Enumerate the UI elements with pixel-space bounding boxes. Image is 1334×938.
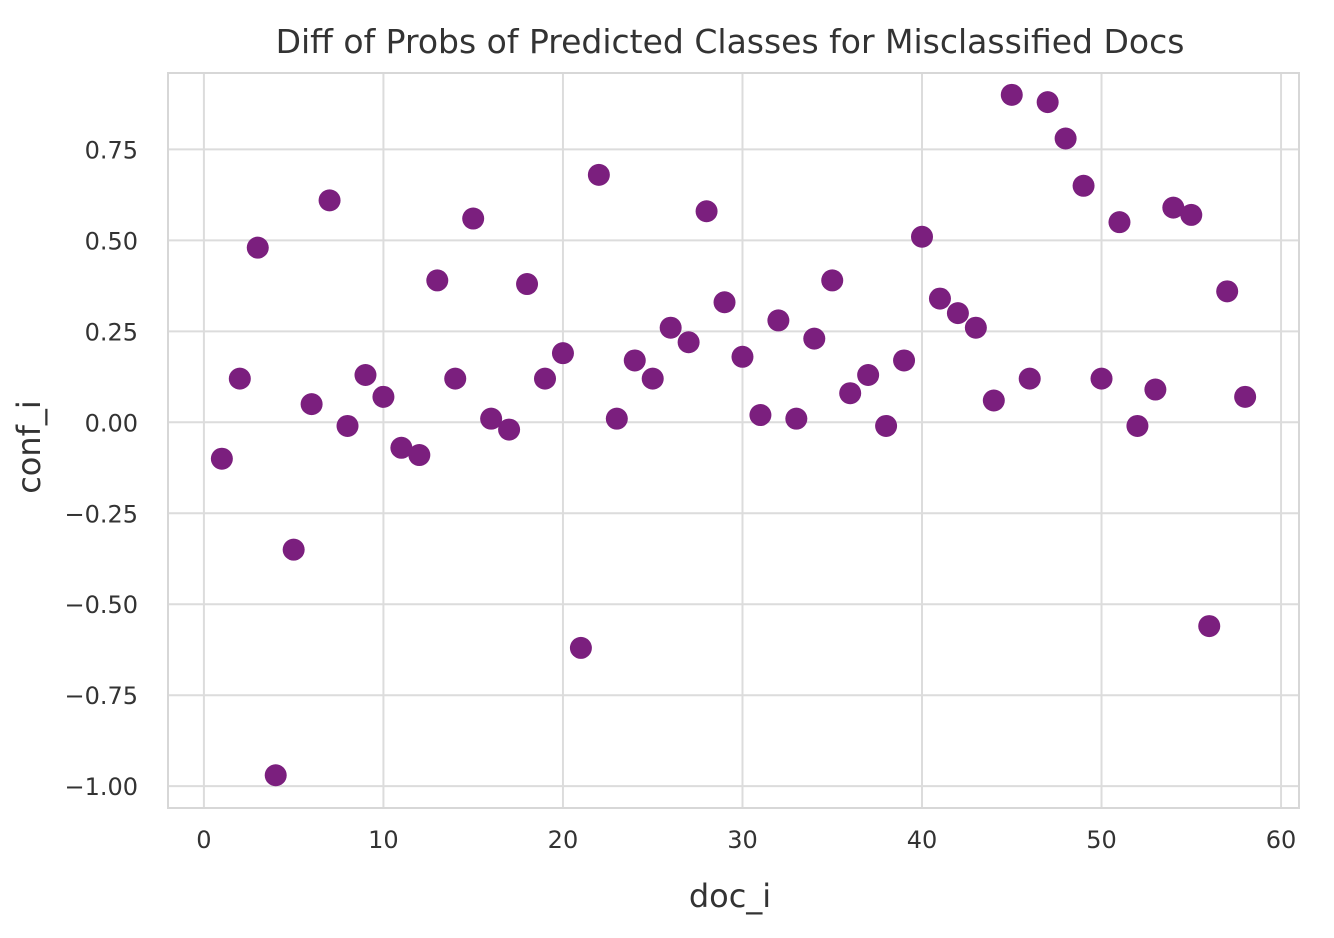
data-point [928,287,951,310]
data-point [534,367,556,390]
x-tick-label: 0 [196,826,211,854]
data-point [1198,615,1221,638]
tick-labels: 0 10 20 30 40 50 60 0.75 0.50 0.25 0.00 −0.25 −0.50 −… [64,136,1296,854]
data-point [354,364,377,387]
data-point [516,273,539,296]
data-point [1072,174,1095,197]
data-point [893,349,916,372]
x-tick-label: 30 [727,826,758,854]
data-points [210,83,1257,787]
data-point [1162,196,1185,219]
data-point [246,236,269,259]
data-point [659,316,682,339]
y-tick-label: −0.75 [64,682,138,710]
data-point [946,302,969,325]
data-point [713,291,736,314]
data-point [462,207,485,230]
data-point [964,316,987,339]
data-point [1144,378,1167,401]
data-point [300,393,323,416]
x-tick-label: 50 [1086,826,1117,854]
data-point [839,382,862,405]
y-axis-label: conf_i [10,400,48,494]
chart-title: Diff of Probs of Predicted Classes for M… [276,22,1185,61]
data-point [318,189,341,212]
y-tick-label: 0.75 [85,136,138,164]
x-tick-label: 60 [1266,826,1297,854]
x-tick-label: 20 [548,826,579,854]
grid-lines [168,73,1299,808]
data-point [587,163,610,186]
data-point [623,349,646,372]
data-point [228,367,251,390]
data-point [551,342,574,365]
y-tick-label: −0.25 [64,500,138,528]
data-point [982,389,1005,412]
data-point [695,200,718,223]
y-tick-label: 0.25 [85,318,138,346]
data-point [390,436,413,459]
data-point [605,407,628,430]
data-point [875,414,898,437]
x-tick-label: 40 [907,826,938,854]
data-point [336,414,359,437]
data-point [911,225,933,248]
y-tick-label: −1.00 [64,773,138,801]
data-point [677,331,700,354]
data-point [1000,83,1023,106]
data-point [210,447,233,470]
data-point [372,385,395,408]
x-axis-label: doc_i [689,877,771,915]
x-tick-label: 10 [368,826,399,854]
data-point [444,367,467,390]
data-point [785,407,808,430]
data-point [731,345,754,368]
plot-area-frame [167,72,1300,809]
data-point [569,636,592,659]
data-point [1018,367,1041,390]
data-point [1108,211,1131,234]
data-point [1234,385,1257,408]
data-point [1054,127,1077,150]
data-point [1126,414,1149,437]
y-tick-label: −0.50 [64,591,138,619]
data-point [1216,280,1239,303]
data-point [1036,91,1059,114]
data-point [641,367,664,390]
data-point [1180,203,1203,226]
data-point [803,327,826,350]
y-tick-label: 0.00 [85,409,138,437]
data-point [857,364,880,387]
data-point [749,404,772,427]
data-point [821,269,844,292]
y-tick-label: 0.50 [85,227,138,255]
data-point [426,269,449,292]
data-point [480,407,503,430]
data-point [1090,367,1113,390]
data-point [408,444,431,467]
data-point [767,309,790,332]
data-point [282,538,305,561]
data-point [498,418,521,441]
data-point [264,764,287,787]
